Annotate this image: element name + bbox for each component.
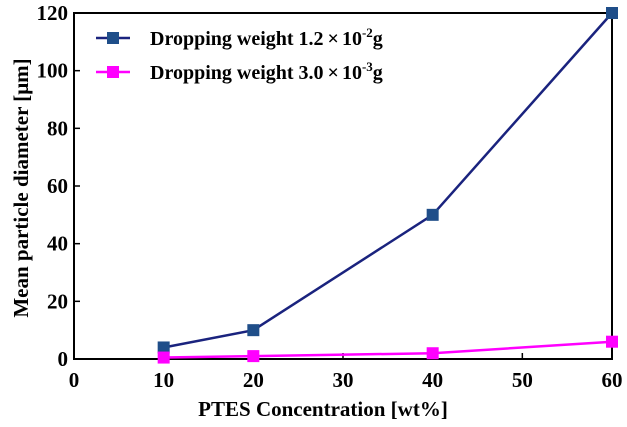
series-1 bbox=[157, 7, 618, 354]
data-point bbox=[157, 341, 170, 354]
legend-label-unit: g bbox=[373, 28, 383, 50]
y-tick-label: 120 bbox=[37, 1, 69, 25]
y-axis-ticks: 0 20 40 60 80 100 120 bbox=[37, 1, 80, 371]
legend-label-times: × bbox=[328, 62, 339, 84]
x-tick-label: 10 bbox=[153, 368, 174, 392]
x-tick-label: 20 bbox=[243, 368, 264, 392]
series-line bbox=[163, 340, 613, 359]
y-tick-label: 100 bbox=[37, 59, 69, 83]
x-tick-label: 40 bbox=[422, 368, 443, 392]
y-tick-label: 60 bbox=[47, 174, 68, 198]
legend-label-unit: g bbox=[373, 62, 383, 84]
legend-label-exponent: -2 bbox=[362, 25, 373, 40]
data-point bbox=[247, 324, 260, 337]
legend-label-times: × bbox=[328, 28, 339, 50]
legend-item: Dropping weight 1.2 × 10-2g bbox=[96, 25, 383, 50]
data-point bbox=[426, 347, 439, 360]
x-tick-label: 50 bbox=[512, 368, 533, 392]
legend-item: Dropping weight 3.0 × 10-3g bbox=[96, 59, 383, 84]
y-tick-label: 80 bbox=[47, 116, 68, 140]
y-tick-label: 0 bbox=[58, 347, 69, 371]
x-tick-label: 60 bbox=[602, 368, 623, 392]
data-point bbox=[606, 335, 618, 348]
legend-label-base: 10 bbox=[342, 28, 362, 50]
y-axis-title: Mean particle diameter [μm] bbox=[9, 58, 33, 317]
series-layer bbox=[157, 7, 618, 364]
legend-label-exponent: -3 bbox=[362, 59, 373, 74]
y-tick-label: 40 bbox=[47, 232, 68, 256]
y-tick-label: 20 bbox=[47, 289, 68, 313]
legend-label-base: 10 bbox=[342, 62, 362, 84]
series-line bbox=[163, 12, 613, 349]
data-point bbox=[606, 7, 618, 19]
data-point bbox=[247, 350, 260, 363]
legend-label: Dropping weight 1.2 × 10-2g bbox=[150, 25, 383, 50]
x-tick-label: 30 bbox=[333, 368, 354, 392]
series-2 bbox=[157, 335, 618, 364]
x-tick-label: 0 bbox=[69, 368, 80, 392]
legend-label: Dropping weight 3.0 × 10-3g bbox=[150, 59, 383, 84]
data-point bbox=[157, 351, 170, 364]
legend-marker bbox=[107, 66, 119, 78]
legend-label-main: Dropping weight 3.0 bbox=[150, 62, 324, 84]
legend-marker bbox=[107, 32, 119, 44]
x-axis-title: PTES Concentration [wt%] bbox=[198, 397, 448, 421]
legend-label-main: Dropping weight 1.2 bbox=[150, 28, 324, 50]
data-point bbox=[426, 208, 439, 221]
